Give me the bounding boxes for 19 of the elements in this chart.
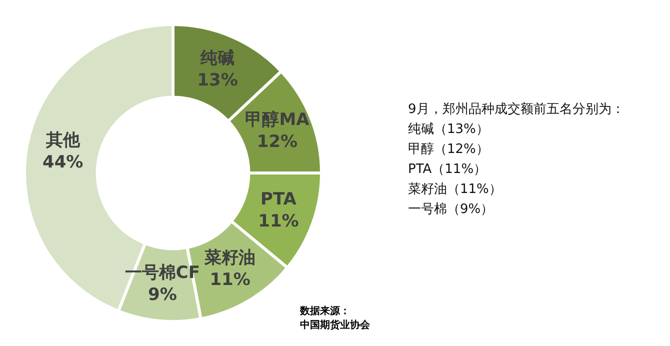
text: 甲醇（12%） (408, 141, 490, 159)
source-note: 数据来源： (300, 305, 351, 319)
text: 菜籽油（11%） (408, 181, 503, 199)
text: 中国期货业协会 (300, 319, 370, 333)
data-label: 44% (42, 152, 84, 172)
data-label: 11% (258, 211, 299, 232)
slice-label: PTA (260, 189, 298, 210)
data-label: 13% (197, 70, 238, 91)
text: PTA（11%） (408, 161, 488, 179)
slice-label: 甲醇MA (245, 110, 310, 130)
text: 纯碱（13%） (408, 121, 490, 139)
slice-label: 纯碱 (200, 48, 235, 69)
text: 9月，郑州品种成交额前五名分别为： (408, 101, 624, 119)
text: 一号棉（9%） (408, 201, 495, 219)
data-label: 9% (148, 285, 177, 306)
data-label: 11% (210, 270, 250, 290)
slice-label: 其他 (44, 130, 81, 150)
slice-label: 菜籽油 (204, 248, 256, 268)
data-label: 12% (256, 132, 298, 152)
